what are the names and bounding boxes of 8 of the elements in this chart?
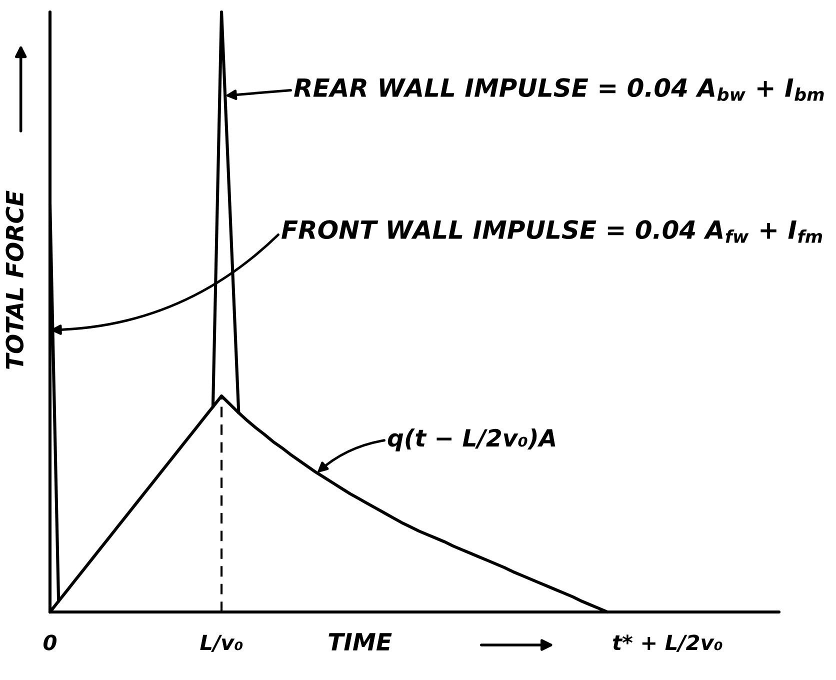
- x-tick-label: t* + L/2v₀: [612, 634, 722, 652]
- annotation: FRONT WALL IMPULSE = 0.04 A$_{fw}$ + I$_{fm}$: [282, 220, 822, 243]
- x-tick-label: 0: [44, 634, 57, 650]
- y-axis-title: TOTAL FORCE: [6, 190, 24, 369]
- x-tick-label: L/v₀: [200, 634, 243, 652]
- annotation: q(t − L/2v₀)A: [388, 428, 556, 452]
- x-axis-title: TIME: [328, 633, 392, 650]
- annotation: REAR WALL IMPULSE = 0.04 A$_{bw}$ + I$_{bm}$: [294, 78, 824, 102]
